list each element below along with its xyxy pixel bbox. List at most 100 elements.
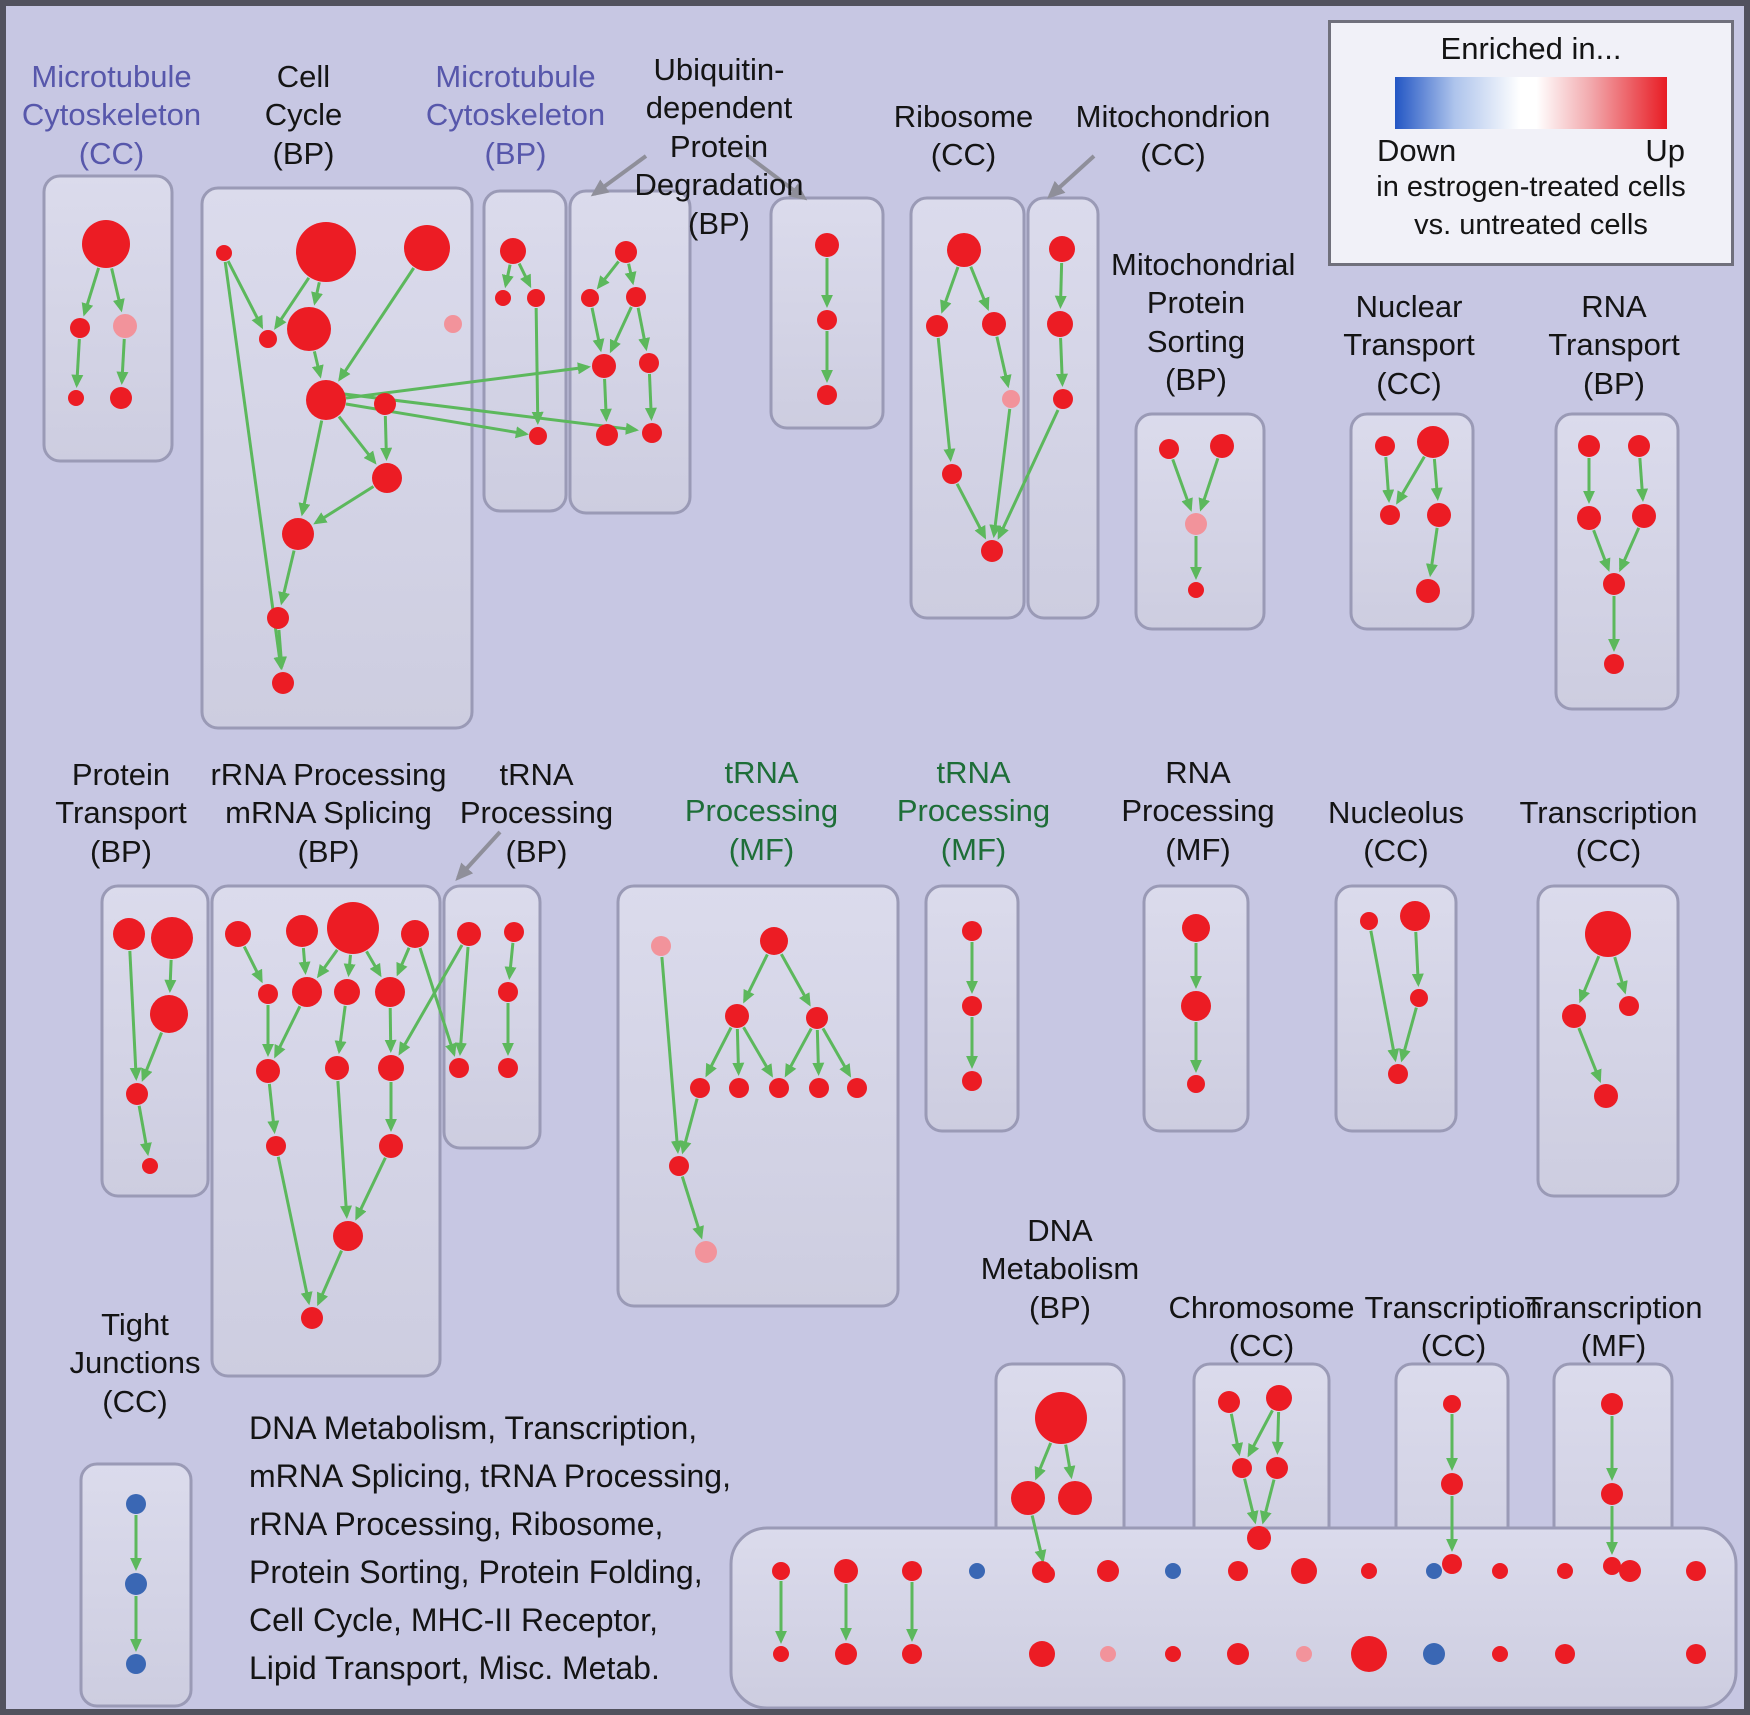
label-pointer-layer (455, 154, 1096, 881)
cluster-box-trna-processing-mf-1 (616, 884, 900, 1308)
go-term-node-misc-cluster (1097, 1560, 1119, 1582)
go-term-node-rna-processing-mf (1182, 914, 1210, 942)
go-term-node-ubiquitin-dependent-protein-degradation-bp (615, 241, 637, 263)
edge-rrna-processing-mrna-splicing-bp (242, 945, 263, 984)
cross-cluster-edge (398, 944, 464, 1056)
go-term-node-rna-processing-mf (1181, 991, 1211, 1021)
edge-protein-transport-bp (137, 1105, 152, 1157)
edge-microtubule-cytoskeleton-cc (81, 267, 101, 317)
cluster-label-dna-metabolism-bp: DNA Metabolism (BP) (980, 1213, 1140, 1325)
go-term-node-nuclear-transport-cc (1417, 426, 1449, 458)
go-term-node-misc-cluster (772, 1562, 790, 1580)
edge-microtubule-cytoskeleton-bp (501, 264, 514, 289)
go-term-node-misc-cluster (1228, 1561, 1248, 1581)
legend-title: Enriched in... (1440, 31, 1622, 66)
cross-cluster-edge (345, 362, 591, 400)
go-term-node-misc-cluster (902, 1561, 922, 1581)
go-term-node-transcription-mf (1601, 1483, 1623, 1505)
go-term-node-microtubule-cytoskeleton-cc (113, 314, 137, 338)
go-term-node-transcription-cc-1 (1594, 1084, 1618, 1108)
go-term-node-rrna-processing-mrna-splicing-bp (286, 915, 318, 947)
edge-rrna-processing-mrna-splicing-bp (336, 1080, 353, 1220)
go-term-node-tight-junctions-cc (126, 1654, 146, 1674)
edge-ubiquitin-dependent-protein-degradation-bp (590, 307, 605, 353)
edge-dna-metabolism-bp (1063, 1444, 1076, 1480)
go-term-node-nuclear-transport-cc (1375, 436, 1395, 456)
color-scale-legend: Enriched in... Down Up in estrogen-treat… (1328, 20, 1734, 266)
cross-cluster-edge (418, 947, 457, 1057)
go-term-node-ubiquitin-dependent-protein-degradation-bp (592, 354, 616, 378)
go-term-node-cell-cycle-bp (296, 222, 356, 282)
cluster-label-ubiquitin-degradation-bp: Ubiquitin- dependent Protein Degradation… (634, 52, 804, 241)
go-term-node-misc-cluster (835, 1643, 857, 1665)
edge-chromosome-cc (1271, 1411, 1284, 1456)
go-term-node-protein-transport-bp (142, 1158, 158, 1174)
go-term-node-trna-processing-mf-1 (729, 1078, 749, 1098)
go-term-node-microtubule-cytoskeleton-bp (529, 427, 547, 445)
go-term-node-misc-cluster (1492, 1563, 1508, 1579)
edge-rrna-processing-mrna-splicing-bp (276, 1156, 313, 1306)
go-term-node-chromosome-cc (1218, 1391, 1240, 1413)
go-term-node-transcription-mf (1603, 1557, 1621, 1575)
cluster-label-rna-transport-bp: RNA Transport (BP) (1548, 289, 1680, 401)
edge-rna-transport-bp (1619, 527, 1641, 573)
go-term-node-cell-cycle-bp (404, 225, 450, 271)
go-term-node-chromosome-cc (1232, 1458, 1252, 1478)
go-term-node-misc-cluster (969, 1563, 985, 1579)
go-term-node-rna-transport-bp (1628, 435, 1650, 457)
cluster-label-mitochondrial-protein-sorting-bp: Mitochondrial Protein Sorting (BP) (1111, 247, 1296, 398)
go-term-node-misc-cluster (1291, 1558, 1317, 1584)
go-term-node-cell-cycle-bp (287, 307, 331, 351)
edge-trna-processing-mf-1 (660, 956, 683, 1155)
edge-transcription-cc-1 (1578, 955, 1601, 1004)
go-term-node-chromosome-cc (1266, 1385, 1292, 1411)
go-term-node-rrna-processing-mrna-splicing-bp (327, 902, 379, 954)
edge-chromosome-cc (1229, 1413, 1244, 1457)
go-term-node-mitochondrial-protein-sorting-bp (1159, 439, 1179, 459)
edge-ubiquitin-dependent-protein-degradation-bp (596, 260, 620, 290)
go-term-node-rrna-processing-mrna-splicing-bp (256, 1059, 280, 1083)
go-term-node-dna-metabolism-bp (1035, 1392, 1087, 1444)
go-term-node-ribosome-cc (981, 540, 1003, 562)
go-term-node-mitochondrial-protein-sorting-bp (1188, 582, 1204, 598)
edge-trna-processing-mf-1 (679, 1098, 699, 1155)
go-term-node-nuclear-transport-cc (1427, 503, 1451, 527)
go-term-node-transcription-mf (1601, 1393, 1623, 1415)
cluster-label-microtubule-cytoskeleton-bp: Microtubule Cytoskeleton (BP) (425, 59, 606, 171)
edge-trna-processing-bp (454, 946, 470, 1057)
edge-microtubule-cytoskeleton-cc (71, 338, 84, 389)
go-term-node-trna-processing-mf-1 (806, 1007, 828, 1029)
edge-trna-processing-mf-1 (732, 1028, 745, 1077)
go-term-node-rrna-processing-mrna-splicing-bp (325, 1056, 349, 1080)
go-term-node-misc-cluster (1227, 1643, 1249, 1665)
cluster-label-cell-cycle-bp: Cell Cycle (BP) (264, 59, 343, 171)
go-term-node-rna-transport-bp (1578, 435, 1600, 457)
go-term-node-trna-processing-bp (457, 922, 481, 946)
go-term-node-trna-processing-mf-1 (651, 936, 671, 956)
cluster-box-protein-transport-bp (100, 884, 210, 1198)
go-term-node-microtubule-cytoskeleton-cc (82, 220, 130, 268)
go-term-node-rna-transport-bp (1604, 654, 1624, 674)
edge-mitochondrial-protein-sorting-bp (1198, 457, 1220, 512)
go-term-node-ubiquitin-dependent-protein-degradation-bp (817, 310, 837, 330)
edge-protein-transport-bp (141, 1032, 163, 1082)
cluster-box-nuclear-transport-cc (1349, 412, 1475, 631)
cluster-label-trna-processing-bp: tRNA Processing (BP) (459, 757, 614, 869)
label-pointer-arrow (1047, 154, 1096, 199)
edge-transcription-cc-1 (1577, 1027, 1602, 1084)
go-term-node-misc-cluster (1351, 1636, 1387, 1672)
edge-cell-cycle-bp (380, 415, 393, 462)
edge-mitochondrion-cc (1055, 337, 1068, 388)
go-term-node-ubiquitin-dependent-protein-degradation-bp (581, 289, 599, 307)
go-term-node-trna-processing-mf-1 (769, 1078, 789, 1098)
edge-microtubule-cytoskeleton-bp (531, 307, 544, 426)
edge-nuclear-transport-cc (1425, 527, 1439, 578)
cluster-label-rrna-processing-mrna-splicing-bp: rRNA Processing mRNA Splicing (BP) (210, 757, 447, 869)
edge-ribosome-cc (936, 337, 956, 463)
go-term-node-microtubule-cytoskeleton-cc (68, 390, 84, 406)
edge-trna-processing-mf-1 (743, 953, 769, 1004)
edge-rrna-processing-mrna-splicing-bp (343, 954, 356, 978)
go-term-node-ubiquitin-dependent-protein-degradation-bp (817, 385, 837, 405)
go-term-node-misc-cluster (1032, 1561, 1052, 1581)
cluster-box-misc-cluster (729, 1526, 1738, 1709)
